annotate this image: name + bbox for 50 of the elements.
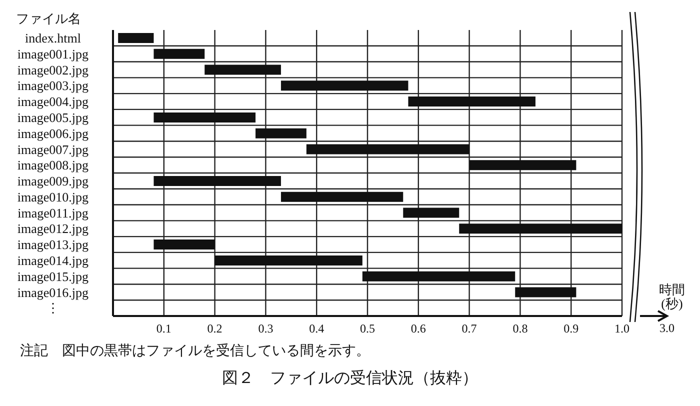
y-tick-label: image015.jpg — [17, 268, 90, 284]
x-tick-label: 0.2 — [207, 322, 222, 336]
bar — [154, 176, 281, 186]
bar — [403, 208, 460, 218]
x-tick-label: 0.8 — [512, 322, 528, 336]
x-tick-label: 0.3 — [258, 322, 274, 336]
x-tick-label: 0.6 — [410, 322, 426, 336]
text: 3.0 — [660, 321, 674, 335]
bar — [280, 192, 404, 202]
y-tick-label: image002.jpg — [17, 62, 90, 78]
y-tick-label: image007.jpg — [17, 142, 90, 157]
y-tick-label: image012.jpg — [17, 221, 90, 236]
y-tick-label: image016.jpg — [17, 284, 90, 300]
bar — [214, 255, 362, 266]
y-tick-label: image004.jpg — [17, 94, 90, 110]
y-tick-label: ⋮ — [46, 300, 60, 316]
x-tick-label: 0.9 — [564, 322, 579, 336]
bar — [469, 160, 576, 170]
y-tick-label: image014.jpg — [17, 253, 90, 268]
bar — [362, 271, 516, 282]
y-tick-label: image009.jpg — [17, 174, 90, 189]
y-tick-label: image003.jpg — [17, 78, 90, 94]
y-tick-label: image008.jpg — [17, 158, 90, 173]
text: 図２ ファイルの受信状況（抜粋） — [221, 368, 479, 389]
bar — [515, 287, 576, 298]
y-tick-label: image001.jpg — [17, 46, 90, 62]
x-tick-label: 0.1 — [156, 322, 172, 336]
bar — [118, 33, 154, 43]
x-axis-title: 時間 (秒) — [659, 282, 685, 311]
bar — [408, 96, 536, 107]
y-tick-label: image006.jpg — [17, 126, 90, 141]
bar — [280, 80, 408, 91]
bar — [154, 112, 256, 122]
bar — [204, 64, 281, 75]
x-tick-label: 0.7 — [462, 322, 477, 336]
bar — [459, 224, 622, 234]
bar — [306, 144, 470, 154]
y-axis-title: ファイル名 — [16, 10, 81, 28]
y-tick-label: image005.jpg — [17, 110, 90, 126]
y-tick-label: image013.jpg — [17, 237, 90, 252]
text: 注記 図中の黒帯はファイルを受信している間を示す。 — [20, 342, 371, 360]
bar — [154, 240, 215, 250]
x-tick-label: 0.5 — [360, 322, 375, 336]
x-tick-label: 0.4 — [309, 322, 324, 336]
y-tick-label: image011.jpg — [18, 205, 89, 220]
bar — [154, 48, 205, 59]
bar — [256, 128, 306, 138]
y-tick-label: index.html — [25, 30, 82, 46]
x-tick-label: 1.0 — [614, 322, 630, 336]
y-tick-label: image010.jpg — [17, 189, 90, 204]
